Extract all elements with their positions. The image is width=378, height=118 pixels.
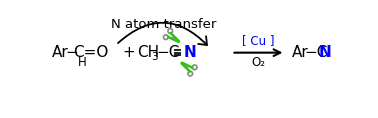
Text: −C: −C: [156, 45, 180, 60]
FancyArrowPatch shape: [118, 23, 207, 45]
Circle shape: [173, 37, 175, 39]
Text: [ Cu ]: [ Cu ]: [242, 34, 275, 47]
Text: N atom transfer: N atom transfer: [111, 18, 216, 31]
Text: H: H: [78, 56, 87, 69]
Text: −: −: [65, 45, 78, 60]
Text: +: +: [123, 45, 135, 60]
Text: N: N: [184, 45, 197, 60]
Text: N: N: [318, 45, 331, 60]
Circle shape: [186, 66, 188, 67]
Text: C=O: C=O: [73, 45, 108, 60]
Text: Ar: Ar: [52, 45, 69, 60]
Text: −C: −C: [305, 45, 328, 60]
Text: 3: 3: [151, 52, 158, 61]
Text: O₂: O₂: [251, 56, 265, 69]
Text: CH: CH: [138, 45, 160, 60]
Text: Ar: Ar: [291, 45, 308, 60]
